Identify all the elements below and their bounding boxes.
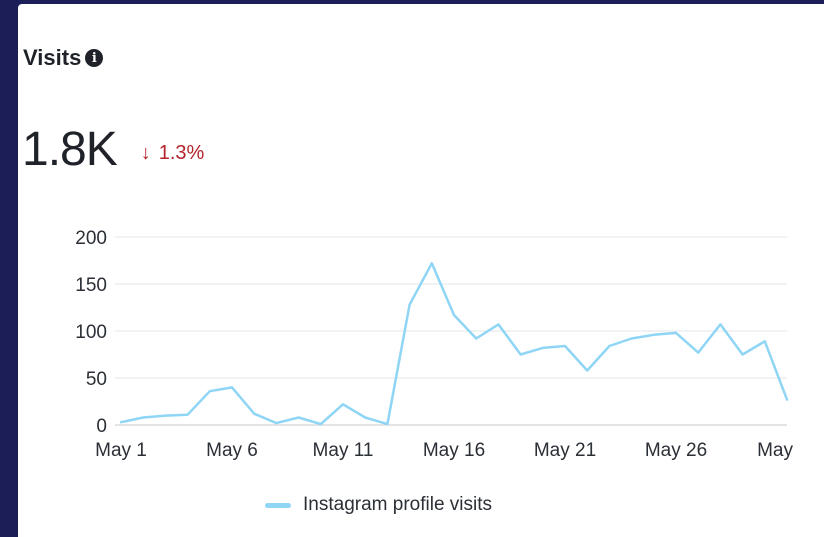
x-tick-label: May 6: [206, 440, 258, 461]
y-tick-label: 0: [96, 416, 107, 437]
x-tick-label: May 16: [423, 440, 485, 461]
arrow-down-icon: ↓: [140, 142, 151, 164]
x-tick-label: May 26: [645, 440, 707, 461]
series-line: [119, 262, 789, 426]
metric-summary: 1.8K ↓ 1.3%: [22, 122, 204, 177]
y-tick-label: 150: [75, 275, 107, 296]
x-tick-label: May 1: [95, 440, 147, 461]
metric-value: 1.8K: [22, 123, 118, 176]
chart-legend[interactable]: Instagram profile visits: [265, 494, 492, 516]
visits-card: [18, 4, 824, 537]
x-tick-label: May: [757, 440, 793, 461]
card-title: Visits: [23, 45, 82, 70]
y-tick-label: 200: [75, 228, 107, 249]
legend-swatch: [265, 502, 291, 508]
y-tick-label: 50: [86, 369, 107, 390]
delta-badge: ↓ 1.3%: [141, 142, 205, 165]
delta-value: 1.3%: [158, 142, 205, 164]
y-tick-label: 100: [75, 322, 107, 343]
info-icon[interactable]: i: [85, 49, 104, 67]
x-tick-label: May 11: [313, 440, 374, 461]
x-tick-label: May 21: [534, 440, 596, 461]
legend-label: Instagram profile visits: [303, 494, 493, 515]
card-header: Visits i: [23, 45, 104, 71]
